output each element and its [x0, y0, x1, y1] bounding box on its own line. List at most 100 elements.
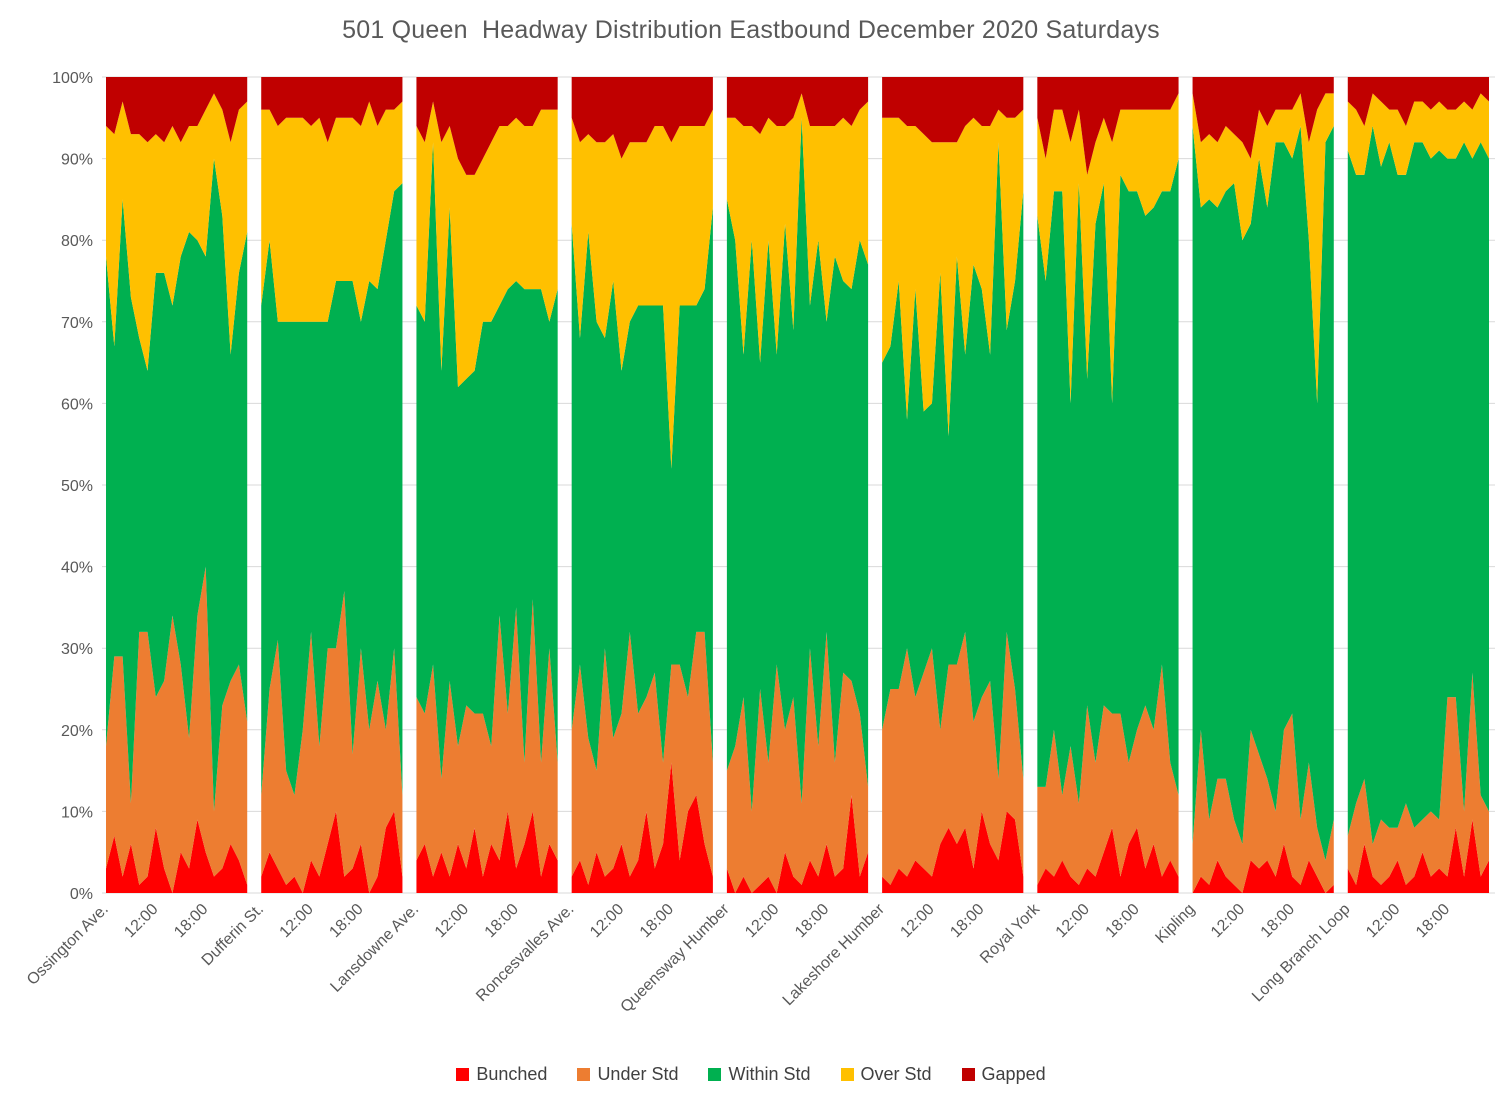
legend-item-under-std: Under Std — [577, 1064, 678, 1085]
area-over_std — [416, 101, 558, 388]
area-within_std — [106, 158, 248, 812]
legend-swatch-icon — [577, 1068, 591, 1081]
area-gapped — [726, 77, 869, 135]
area-bunched — [726, 795, 869, 893]
legend-swatch-icon — [456, 1068, 470, 1081]
x-tick-label: 12:00 — [1363, 901, 1403, 941]
x-tick-label: 12:00 — [897, 901, 937, 941]
legend-label: Over Std — [860, 1064, 932, 1084]
y-tick-label: 30% — [61, 641, 93, 658]
area-under_std — [1037, 664, 1179, 885]
x-tick-label: Roncesvalles Ave. — [473, 901, 577, 1005]
y-tick-label: 0% — [70, 886, 93, 903]
x-tick-label: 18:00 — [1103, 901, 1143, 941]
y-tick-label: 40% — [61, 560, 93, 577]
y-tick-label: 90% — [61, 152, 93, 169]
chart-title: 501 Queen Headway Distribution Eastbound… — [342, 16, 1160, 44]
area-within_std — [1192, 125, 1334, 861]
y-tick-label: 60% — [61, 396, 93, 413]
area-bunched — [1192, 844, 1334, 893]
area-bunched — [571, 762, 713, 893]
x-tick-label: 12:00 — [277, 901, 317, 941]
x-tick-label: 18:00 — [1413, 901, 1453, 941]
area-bunched — [1037, 827, 1179, 893]
area-over_std — [1347, 93, 1489, 175]
x-tick-label: 18:00 — [482, 901, 522, 941]
area-gapped — [882, 77, 1024, 143]
x-tick-label: Long Branch Loop — [1249, 901, 1354, 1006]
x-tick-label: 12:00 — [432, 901, 472, 941]
x-tick-label: 12:00 — [587, 901, 627, 941]
area-under_std — [571, 631, 713, 885]
x-tick-label: 18:00 — [792, 901, 832, 941]
y-tick-label: 20% — [61, 723, 93, 740]
chart-legend: Bunched Under Std Within Std Over Std Gapped — [0, 1064, 1502, 1085]
area-bunched — [106, 819, 248, 893]
y-tick-label: 50% — [61, 478, 93, 495]
area-bunched — [882, 811, 1024, 893]
area-over_std — [726, 93, 869, 363]
area-bunched — [416, 811, 558, 893]
area-under_std — [106, 566, 248, 893]
legend-swatch-icon — [961, 1068, 975, 1081]
x-tick-label: 18:00 — [171, 901, 211, 941]
area-within_std — [726, 117, 869, 812]
x-tick-label: 12:00 — [1053, 901, 1093, 941]
area-over_std — [106, 93, 248, 371]
x-tick-label: Kipling — [1152, 901, 1198, 947]
area-gapped — [1347, 77, 1489, 126]
x-tick-label: 18:00 — [947, 901, 987, 941]
legend-label: Gapped — [981, 1064, 1046, 1084]
y-tick-label: 100% — [52, 70, 93, 87]
x-tick-label: Queensway Humber — [618, 900, 734, 1016]
area-under_std — [1347, 672, 1489, 885]
legend-item-bunched: Bunched — [456, 1064, 547, 1085]
area-gapped — [571, 77, 713, 159]
area-within_std — [571, 207, 713, 771]
x-tick-label: 18:00 — [326, 901, 366, 941]
area-within_std — [1037, 158, 1179, 804]
y-tick-label: 80% — [61, 233, 93, 250]
x-tick-label: 12:00 — [1208, 901, 1248, 941]
area-under_std — [726, 631, 869, 893]
x-tick-label: 18:00 — [1258, 901, 1298, 941]
legend-label: Within Std — [728, 1064, 811, 1084]
area-over_std — [1037, 93, 1179, 404]
x-tick-label: 12:00 — [121, 901, 161, 941]
area-under_std — [416, 599, 558, 877]
area-gapped — [261, 77, 403, 143]
legend-item-within-std: Within Std — [708, 1064, 811, 1085]
area-under_std — [882, 631, 1024, 885]
area-gapped — [106, 77, 248, 143]
x-tick-label: Lakeshore Humber — [780, 900, 889, 1009]
area-gapped — [416, 77, 558, 175]
legend-label: Bunched — [476, 1064, 548, 1084]
legend-label: Under Std — [597, 1064, 679, 1084]
area-over_std — [1192, 93, 1334, 404]
area-under_std — [261, 591, 403, 893]
area-over_std — [882, 109, 1024, 437]
area-within_std — [1347, 125, 1489, 845]
area-over_std — [571, 109, 713, 469]
x-tick-label: Royal York — [977, 900, 1044, 967]
area-over_std — [261, 101, 403, 322]
area-bunched — [261, 811, 403, 893]
area-within_std — [416, 142, 558, 779]
legend-item-over-std: Over Std — [840, 1064, 932, 1085]
area-gapped — [1192, 77, 1334, 159]
x-tick-label: 12:00 — [742, 901, 782, 941]
area-under_std — [1192, 713, 1334, 893]
y-tick-label: 10% — [61, 804, 93, 821]
x-tick-label: Ossington Ave. — [24, 901, 112, 989]
legend-swatch-icon — [708, 1068, 722, 1081]
area-within_std — [882, 142, 1024, 779]
area-within_std — [261, 183, 403, 796]
legend-swatch-icon — [840, 1068, 854, 1081]
area-gapped — [1037, 77, 1179, 175]
x-tick-label: 18:00 — [637, 901, 677, 941]
y-tick-label: 70% — [61, 315, 93, 332]
legend-item-gapped: Gapped — [961, 1064, 1046, 1085]
area-bunched — [1347, 819, 1489, 893]
